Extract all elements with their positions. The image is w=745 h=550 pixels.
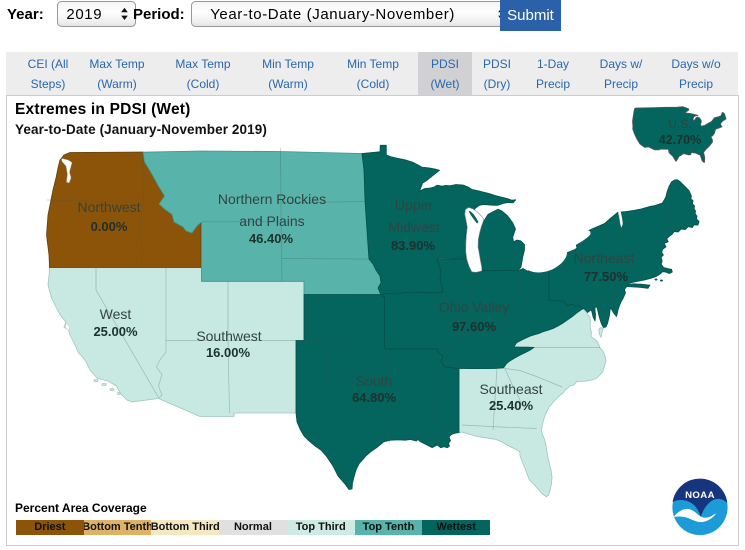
svg-text:Ohio Valley: Ohio Valley [439, 299, 510, 315]
svg-text:Midwest: Midwest [388, 219, 439, 235]
svg-text:South: South [356, 373, 393, 389]
svg-text:Upper: Upper [395, 197, 433, 213]
svg-text:0.00%: 0.00% [91, 219, 128, 234]
svg-text:83.90%: 83.90% [391, 238, 436, 253]
svg-text:Northeast: Northeast [574, 250, 635, 266]
svg-text:97.60%: 97.60% [452, 319, 497, 334]
svg-text:77.50%: 77.50% [584, 269, 629, 284]
svg-text:and Plains: and Plains [239, 213, 304, 229]
svg-text:25.40%: 25.40% [489, 398, 534, 413]
svg-text:NOAA: NOAA [685, 490, 715, 501]
svg-text:Northern Rockies: Northern Rockies [218, 191, 326, 207]
svg-text:64.80%: 64.80% [352, 390, 397, 405]
svg-text:Southwest: Southwest [196, 328, 261, 344]
svg-text:25.00%: 25.00% [93, 324, 138, 339]
svg-text:Southeast: Southeast [479, 381, 542, 397]
svg-text:16.00%: 16.00% [206, 345, 251, 360]
svg-text:Northwest: Northwest [77, 199, 140, 215]
svg-text:42.70%: 42.70% [659, 133, 701, 147]
svg-text:46.40%: 46.40% [249, 231, 294, 246]
svg-text:U.S.: U.S. [668, 117, 691, 131]
svg-text:West: West [100, 306, 132, 322]
